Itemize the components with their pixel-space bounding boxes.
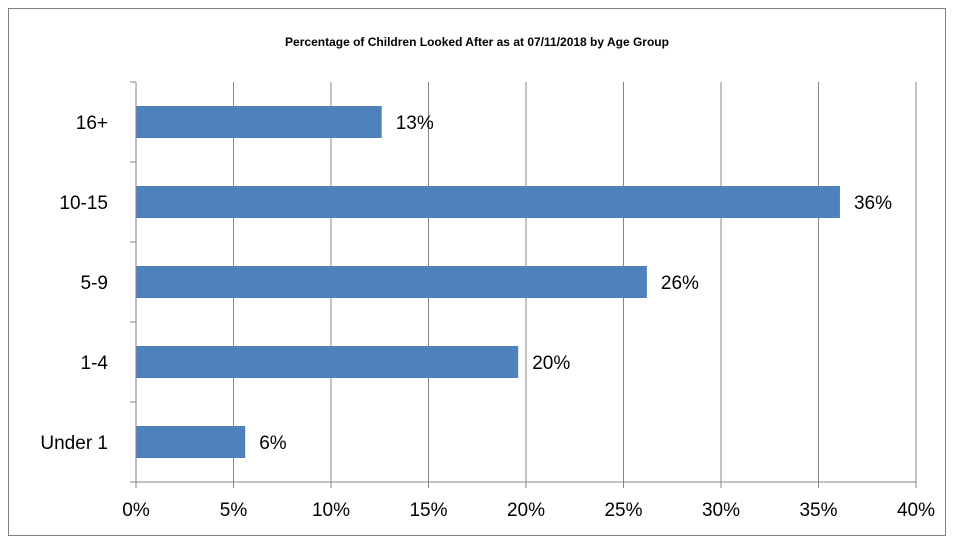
axes <box>130 81 917 488</box>
bar <box>136 186 840 218</box>
x-tick-label: 25% <box>604 500 642 521</box>
bar <box>136 346 519 378</box>
data-label: 6% <box>259 433 287 454</box>
x-tick-label: 35% <box>799 500 837 521</box>
category-label: 1-4 <box>81 353 109 374</box>
data-label: 20% <box>532 353 570 374</box>
data-label: 26% <box>661 273 699 294</box>
chart-title: Percentage of Children Looked After as a… <box>285 35 669 49</box>
x-tick-label: 40% <box>897 500 935 521</box>
x-tick-label: 30% <box>702 500 740 521</box>
category-labels: 16+ 10-15 5-9 1-4 Under 1 <box>40 113 108 454</box>
data-label: 13% <box>396 113 434 134</box>
x-tick-label: 5% <box>220 500 248 521</box>
x-tick-label: 0% <box>122 500 150 521</box>
bar <box>136 426 246 458</box>
bar <box>136 106 382 138</box>
category-label: Under 1 <box>40 433 108 454</box>
category-label: 10-15 <box>59 193 108 214</box>
x-tick-label: 20% <box>507 500 545 521</box>
x-tick-labels: 0% 5% 10% 15% 20% 25% 30% 35% 40% <box>122 500 935 521</box>
bars <box>136 106 840 458</box>
x-tick-label: 15% <box>409 500 447 521</box>
category-label: 5-9 <box>81 273 108 294</box>
data-labels: 13% 36% 26% 20% 6% <box>259 113 892 454</box>
bar <box>136 266 647 298</box>
data-label: 36% <box>854 193 892 214</box>
x-tick-label: 10% <box>312 500 350 521</box>
category-label: 16+ <box>76 113 108 134</box>
